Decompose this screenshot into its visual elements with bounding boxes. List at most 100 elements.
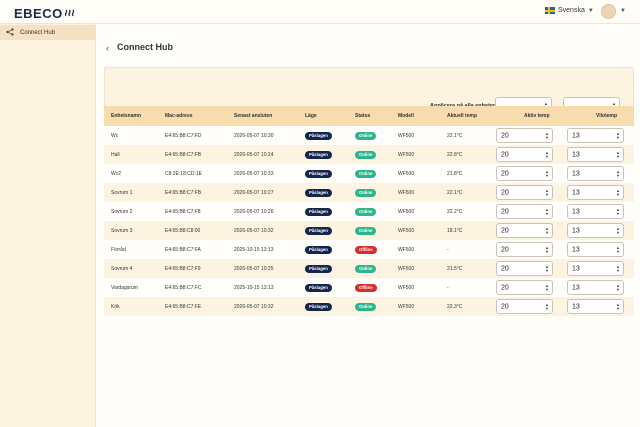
active-temp-value: 20 bbox=[501, 227, 509, 234]
active-temp-input[interactable]: 20 ▲ ▼ bbox=[496, 166, 553, 181]
language-selector[interactable]: Svenska ▼ bbox=[545, 7, 594, 14]
active-temp-value: 20 bbox=[501, 170, 509, 177]
stepper-icon: ▲▼ bbox=[545, 244, 549, 254]
eco-temp-input[interactable]: 13 ▲ ▼ bbox=[567, 280, 624, 295]
device-table: Enhetsnamn Mac-adress Senast ansluten Lä… bbox=[104, 106, 634, 316]
last-seen: 2026-05-07 10:27 bbox=[234, 189, 274, 196]
status-badge: Online bbox=[355, 264, 377, 273]
stepper-icon: ▲▼ bbox=[616, 187, 620, 197]
stepper-icon: ▲▼ bbox=[616, 130, 620, 140]
table-row: Sovrum 1 E4:65:B8:C7:FB 2026-05-07 10:27 På… bbox=[104, 183, 634, 202]
eco-temp-input[interactable]: 13 ▲ ▼ bbox=[567, 299, 624, 314]
model: WF500 bbox=[398, 284, 415, 291]
active-temp-value: 20 bbox=[501, 265, 509, 272]
mode-badge: Påslagen bbox=[305, 283, 332, 292]
last-seen: 2026-05-07 10:25 bbox=[234, 265, 274, 272]
stepper-icon: ▲▼ bbox=[545, 263, 549, 273]
model: WF500 bbox=[398, 265, 415, 272]
current-temp: 21.5°C bbox=[447, 265, 463, 272]
last-seen: 2026-05-07 10:24 bbox=[234, 151, 274, 158]
chevron-left-icon[interactable]: ‹ bbox=[106, 43, 109, 53]
device-name: Sovrum 4 bbox=[111, 265, 133, 272]
status-cell: Online bbox=[355, 264, 377, 273]
status-badge: Offline bbox=[355, 283, 377, 292]
last-seen: 2026-05-07 10:33 bbox=[234, 170, 274, 177]
eco-temp-input[interactable]: 13 ▲ ▼ bbox=[567, 204, 624, 219]
stepper-icon: ▲▼ bbox=[616, 206, 620, 216]
chevron-down-icon: ▼ bbox=[587, 7, 594, 14]
active-temp-value: 20 bbox=[501, 284, 509, 291]
active-temp-value: 20 bbox=[501, 303, 509, 310]
last-seen: 2026-05-07 10:30 bbox=[234, 132, 274, 139]
active-temp-input[interactable]: 20 ▲ ▼ bbox=[496, 242, 553, 257]
active-temp-input[interactable]: 20 ▲ ▼ bbox=[496, 185, 553, 200]
table-row: Wc E4:65:B8:C7:FD 2026-05-07 10:30 Påslagen… bbox=[104, 126, 634, 145]
mac-address: E4:65:B8:C8:00 bbox=[165, 227, 201, 234]
stepper-icon: ▲▼ bbox=[616, 301, 620, 311]
status-badge: Online bbox=[355, 131, 377, 140]
eco-temp-input[interactable]: 13 ▲ ▼ bbox=[567, 185, 624, 200]
mac-address: E4:65:B8:C7:FD bbox=[165, 132, 202, 139]
stepper-icon: ▲▼ bbox=[616, 225, 620, 235]
stepper-icon: ▲▼ bbox=[545, 187, 549, 197]
stepper-icon: ▲▼ bbox=[616, 244, 620, 254]
mode-badge: Påslagen bbox=[305, 302, 332, 311]
mac-address: E4:65:B8:C7:FB bbox=[165, 189, 202, 196]
eco-temp-input[interactable]: 13 ▲ ▼ bbox=[567, 166, 624, 181]
model: WF500 bbox=[398, 132, 415, 139]
mode-cell: Påslagen bbox=[305, 283, 332, 292]
avatar[interactable] bbox=[601, 4, 616, 19]
active-temp-value: 20 bbox=[501, 132, 509, 139]
mac-address: E4:65:B8:C7:FB bbox=[165, 151, 202, 158]
active-temp-input[interactable]: 20 ▲ ▼ bbox=[496, 147, 553, 162]
mac-address: E4:65:B8:C7:FE bbox=[165, 303, 202, 310]
mode-badge: Påslagen bbox=[305, 150, 332, 159]
stepper-icon: ▲▼ bbox=[545, 168, 549, 178]
eco-temp-input[interactable]: 13 ▲ ▼ bbox=[567, 147, 624, 162]
eco-temp-input[interactable]: 13 ▲ ▼ bbox=[567, 242, 624, 257]
model: WF500 bbox=[398, 208, 415, 215]
mode-badge: Påslagen bbox=[305, 131, 332, 140]
eco-temp-input[interactable]: 13 ▲ ▼ bbox=[567, 261, 624, 276]
mac-address: E4:65:B8:C7:F9 bbox=[165, 265, 201, 272]
device-name: Sovrum 1 bbox=[111, 189, 133, 196]
active-temp-input[interactable]: 20 ▲ ▼ bbox=[496, 299, 553, 314]
active-temp-input[interactable]: 20 ▲ ▼ bbox=[496, 223, 553, 238]
status-badge: Online bbox=[355, 150, 377, 159]
active-temp-value: 20 bbox=[501, 246, 509, 253]
stepper-icon: ▲▼ bbox=[545, 206, 549, 216]
active-temp-value: 20 bbox=[501, 189, 509, 196]
stepper-icon: ▲▼ bbox=[616, 263, 620, 273]
sidebar: Connect Hub bbox=[0, 24, 96, 427]
last-seen: 2026-05-07 10:32 bbox=[234, 303, 274, 310]
current-temp: 21.8°C bbox=[447, 170, 463, 177]
active-temp-input[interactable]: 20 ▲ ▼ bbox=[496, 261, 553, 276]
active-temp-input[interactable]: 20 ▲ ▼ bbox=[496, 280, 553, 295]
eco-temp-value: 13 bbox=[572, 170, 580, 177]
eco-temp-value: 13 bbox=[572, 284, 580, 291]
last-seen: 2025-10-15 13:13 bbox=[234, 284, 274, 291]
mode-badge: Påslagen bbox=[305, 207, 332, 216]
device-name: Sovrum 2 bbox=[111, 208, 133, 215]
eco-temp-input[interactable]: 13 ▲ ▼ bbox=[567, 223, 624, 238]
status-cell: Online bbox=[355, 226, 377, 235]
mac-address: E4:65:B8:C7:FC bbox=[165, 284, 202, 291]
brand-logo[interactable]: EBECO bbox=[14, 6, 77, 21]
mode-cell: Påslagen bbox=[305, 169, 332, 178]
active-temp-input[interactable]: 20 ▲ ▼ bbox=[496, 128, 553, 143]
active-temp-input[interactable]: 20 ▲ ▼ bbox=[496, 204, 553, 219]
active-temp-value: 20 bbox=[501, 151, 509, 158]
last-seen: 2025-10-15 13:13 bbox=[234, 246, 274, 253]
status-badge: Offline bbox=[355, 245, 377, 254]
stepper-icon: ▲▼ bbox=[616, 282, 620, 292]
eco-temp-value: 13 bbox=[572, 189, 580, 196]
table-body: Wc E4:65:B8:C7:FD 2026-05-07 10:30 Påslagen… bbox=[104, 126, 634, 316]
eco-temp-input[interactable]: 13 ▲ ▼ bbox=[567, 128, 624, 143]
status-badge: Online bbox=[355, 169, 377, 178]
last-seen: 2026-05-07 10:32 bbox=[234, 227, 274, 234]
mode-badge: Påslagen bbox=[305, 264, 332, 273]
chevron-down-icon[interactable]: ▼ bbox=[620, 8, 626, 14]
page-title: Connect Hub bbox=[117, 42, 173, 52]
device-name: Hall bbox=[111, 151, 120, 158]
sidebar-item-connect-hub[interactable]: Connect Hub bbox=[0, 25, 95, 40]
